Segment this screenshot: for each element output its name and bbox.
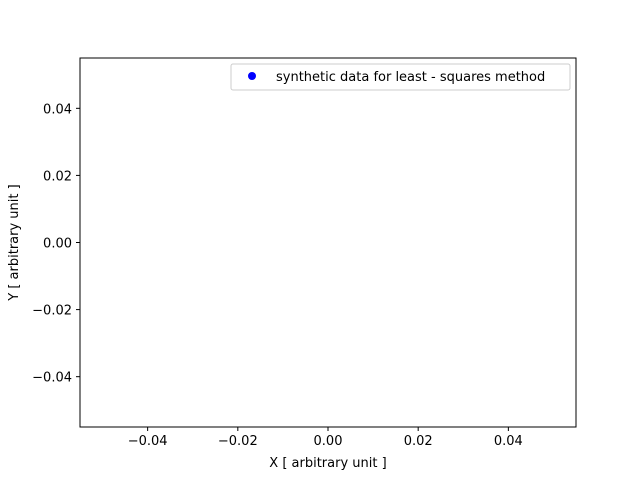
legend-label: synthetic data for least - squares metho…: [276, 70, 545, 85]
y-tick-label: −0.02: [32, 304, 72, 319]
y-tick-label: 0.00: [43, 237, 72, 252]
legend-marker: [248, 72, 256, 80]
legend: synthetic data for least - squares metho…: [230, 63, 571, 91]
x-tick-label: −0.04: [128, 434, 168, 449]
x-tick-label: 0.02: [404, 434, 433, 449]
y-tick-label: 0.04: [43, 102, 72, 117]
axes-frame: [79, 57, 577, 428]
plot-area: [79, 57, 577, 428]
x-tick-label: 0.00: [314, 434, 343, 449]
x-axis-ticks: −0.04 −0.02 0.00 0.02 0.04: [128, 427, 523, 449]
legend-box: [230, 63, 571, 91]
y-tick-label: −0.04: [32, 371, 72, 386]
y-axis-ticks: −0.04 −0.02 0.00 0.02 0.04: [32, 102, 80, 386]
x-tick-label: 0.04: [494, 434, 523, 449]
y-tick-label: 0.02: [43, 169, 72, 184]
x-tick-label: −0.02: [218, 434, 258, 449]
y-axis-label: Y [ arbitrary unit ]: [7, 184, 22, 301]
x-axis-label: X [ arbitrary unit ]: [269, 456, 386, 471]
